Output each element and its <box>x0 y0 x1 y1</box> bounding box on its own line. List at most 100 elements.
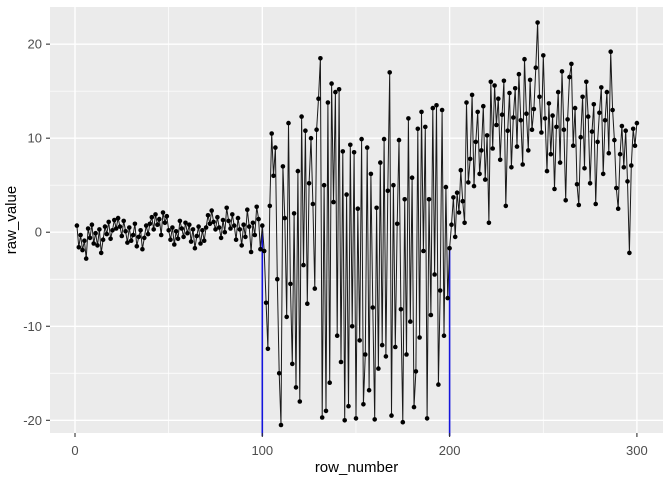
data-point <box>443 184 449 190</box>
data-point <box>378 160 383 165</box>
data-point <box>606 150 612 156</box>
data-point <box>402 197 408 202</box>
data-point <box>237 227 243 232</box>
data-point <box>454 190 460 195</box>
data-point <box>353 416 359 421</box>
data-point <box>484 133 490 138</box>
data-point <box>310 201 316 207</box>
data-point <box>599 85 604 90</box>
data-point <box>557 160 563 165</box>
data-point <box>445 295 451 301</box>
data-point <box>561 127 567 132</box>
data-point <box>188 239 194 244</box>
data-point <box>98 250 104 256</box>
data-point <box>123 229 128 234</box>
data-point <box>185 230 190 236</box>
data-point <box>181 234 186 240</box>
data-point <box>231 223 237 228</box>
data-point <box>531 106 537 112</box>
data-point <box>149 214 155 220</box>
data-point <box>147 221 153 227</box>
data-point <box>306 181 312 186</box>
data-point <box>389 413 394 418</box>
data-point <box>85 226 91 231</box>
data-point <box>630 126 636 132</box>
data-point <box>572 105 578 111</box>
data-point <box>250 220 256 226</box>
data-point <box>284 314 290 320</box>
data-point <box>132 221 138 227</box>
data-point <box>526 148 531 153</box>
data-point <box>108 236 113 242</box>
data-point <box>496 96 501 101</box>
data-point <box>357 338 363 343</box>
data-point <box>194 233 200 239</box>
data-point <box>563 198 568 203</box>
data-point <box>477 171 482 177</box>
data-point <box>261 248 267 254</box>
data-point <box>291 211 297 216</box>
data-point <box>409 175 415 180</box>
axis-ticks <box>46 43 638 437</box>
data-point <box>587 181 593 186</box>
data-point <box>512 86 518 91</box>
data-point <box>235 215 241 221</box>
data-point <box>565 117 570 122</box>
data-point <box>190 227 196 232</box>
data-point <box>473 139 479 145</box>
data-point <box>97 227 102 232</box>
data-point <box>175 236 181 242</box>
data-point <box>325 100 331 105</box>
data-point <box>143 223 149 228</box>
data-point <box>381 136 387 142</box>
y-tick-label: 20 <box>28 37 42 52</box>
data-point <box>544 168 550 174</box>
data-point <box>128 238 134 243</box>
data-point <box>216 225 222 230</box>
data-point <box>239 243 244 248</box>
data-point <box>608 49 613 54</box>
data-point <box>632 143 638 148</box>
data-point <box>533 65 539 70</box>
data-point <box>452 234 458 240</box>
data-point <box>323 408 329 414</box>
data-point <box>319 415 325 420</box>
data-point <box>552 186 557 192</box>
changepoint-vlines <box>261 225 451 436</box>
data-point <box>329 81 334 86</box>
data-point <box>290 361 295 367</box>
data-point <box>456 210 462 215</box>
data-point <box>207 221 213 227</box>
data-point <box>617 151 623 157</box>
data-point <box>361 402 366 407</box>
data-point <box>514 144 520 149</box>
data-point <box>464 100 469 105</box>
data-point <box>117 224 123 229</box>
x-tick-label: 0 <box>71 443 78 458</box>
data-point <box>467 156 473 162</box>
data-point <box>428 312 434 318</box>
data-point <box>130 232 136 238</box>
data-point <box>91 241 96 246</box>
data-point <box>421 248 426 254</box>
data-point <box>471 183 477 189</box>
data-point <box>318 56 323 61</box>
data-point <box>490 146 496 151</box>
data-point <box>555 89 561 95</box>
data-point <box>275 276 280 282</box>
data-point <box>619 123 625 129</box>
data-point <box>82 238 87 243</box>
data-point <box>475 109 481 115</box>
data-point <box>89 222 95 227</box>
data-point <box>499 112 505 117</box>
data-point <box>559 69 565 74</box>
data-point <box>434 103 439 108</box>
data-point <box>595 139 600 145</box>
data-points <box>74 20 640 428</box>
data-point <box>230 212 235 217</box>
data-point <box>411 404 417 410</box>
data-point <box>570 143 576 148</box>
y-tick-label: 0 <box>35 225 42 240</box>
data-point <box>600 171 606 177</box>
